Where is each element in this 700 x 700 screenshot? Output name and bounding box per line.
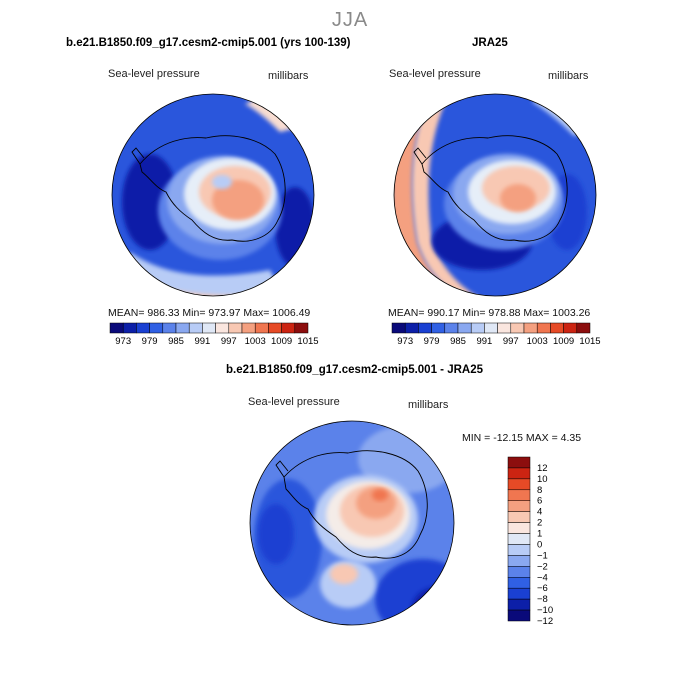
colorbar-jra25-swatch — [391, 322, 406, 334]
colorbar-jra25-tick-label: 1003 — [527, 336, 548, 347]
colorbar-jra25-swatch — [563, 322, 578, 334]
panel-title-difference: b.e21.B1850.f09_g17.cesm2-cmip5.001 - JR… — [226, 364, 483, 376]
colorbar-jra25-tick-label: 985 — [450, 336, 466, 347]
colorbar-jra25: 973 979 985 991 997 1003 1009 1015 — [391, 322, 601, 347]
colorbar-model-swatch — [215, 322, 230, 334]
colorbar-jra25-swatch — [576, 322, 591, 334]
panel-title-model: b.e21.B1850.f09_g17.cesm2-cmip5.001 (yrs… — [66, 37, 351, 49]
colorbar-difference-tick-label: −10 — [537, 605, 553, 616]
colorbar-jra25-tick-label: 1015 — [579, 336, 600, 347]
colorbar-jra25-swatch — [470, 322, 485, 334]
colorbar-model-tick-label: 1009 — [271, 336, 292, 347]
colorbar-model-swatch — [241, 322, 256, 334]
panel-model-stats: MEAN= 986.33 Min= 973.97 Max= 1006.49 — [108, 307, 311, 319]
panel-jra25-unit-label: millibars — [548, 70, 589, 82]
colorbar-jra25-swatch — [497, 322, 512, 334]
panel-difference-unit-label: millibars — [408, 399, 449, 411]
colorbar-model-swatch — [281, 322, 296, 334]
colorbar-difference-swatch — [507, 533, 531, 545]
colorbar-jra25-swatch — [536, 322, 551, 334]
colorbar-difference-tick-label: −8 — [537, 594, 548, 605]
colorbar-model: 973 979 985 991 997 1003 1009 1015 — [109, 322, 319, 347]
colorbar-difference-swatch — [507, 489, 531, 501]
colorbar-difference-swatch — [507, 598, 531, 611]
colorbar-model-tick-label: 997 — [221, 336, 237, 347]
map-model-slp — [111, 93, 315, 297]
colorbar-jra25-tick-label: 979 — [424, 336, 440, 347]
map-jra25-slp — [393, 93, 597, 297]
colorbar-difference-swatch — [507, 478, 531, 491]
colorbar-model-swatch — [122, 322, 137, 334]
colorbar-model-swatch — [254, 322, 269, 334]
colorbar-difference-tick-label: 2 — [537, 518, 542, 529]
colorbar-difference-swatch — [507, 609, 531, 622]
colorbar-model-swatch — [175, 322, 190, 334]
colorbar-difference-tick-label: 6 — [537, 496, 542, 507]
colorbar-model-swatch — [109, 322, 124, 334]
colorbar-jra25-swatch — [404, 322, 419, 334]
colorbar-difference-swatch — [507, 577, 531, 589]
colorbar-difference-swatch — [507, 544, 531, 556]
colorbar-difference-tick-label: −12 — [537, 616, 553, 627]
colorbar-jra25-swatch — [510, 322, 525, 334]
colorbar-difference-tick-label: 8 — [537, 485, 542, 496]
colorbar-model-tick-label: 985 — [168, 336, 184, 347]
panel-difference-stats: MIN = -12.15 MAX = 4.35 — [462, 432, 582, 444]
colorbar-model-swatch — [228, 322, 243, 334]
map-difference-slp — [249, 420, 455, 626]
colorbar-difference-tick-label: −4 — [537, 572, 548, 583]
colorbar-difference-swatch — [507, 500, 531, 512]
colorbar-difference-tick-label: 1 — [537, 529, 542, 540]
colorbar-model-swatch — [188, 322, 203, 334]
colorbar-model-swatch — [136, 322, 150, 334]
colorbar-model-swatch — [149, 322, 164, 334]
colorbar-model-tick-label: 1003 — [245, 336, 266, 347]
colorbar-difference-swatch — [507, 511, 531, 523]
figure-title: JJA — [331, 9, 369, 31]
colorbar-jra25-swatch — [444, 322, 459, 334]
colorbar-jra25-swatch — [523, 322, 538, 334]
colorbar-difference-swatch — [507, 467, 531, 480]
colorbar-model-tick-label: 1015 — [297, 336, 318, 347]
colorbar-model-swatch — [294, 322, 309, 334]
panel-model-unit-label: millibars — [268, 70, 309, 82]
colorbar-difference-tick-label: 10 — [537, 474, 548, 485]
colorbar-model-swatch — [202, 322, 216, 334]
colorbar-jra25-swatch — [457, 322, 472, 334]
panel-jra25-stats: MEAN= 990.17 Min= 978.88 Max= 1003.26 — [388, 307, 591, 319]
colorbar-difference-tick-label: −6 — [537, 583, 548, 594]
colorbar-jra25-tick-label: 973 — [397, 336, 413, 347]
colorbar-jra25-swatch — [418, 322, 432, 334]
colorbar-difference-tick-label: −1 — [537, 550, 548, 561]
colorbar-jra25-tick-label: 1009 — [553, 336, 574, 347]
colorbar-difference-swatch — [507, 555, 531, 567]
colorbar-model-tick-label: 991 — [194, 336, 210, 347]
colorbar-difference-swatch — [507, 587, 531, 600]
panel-jra25-field-label: Sea-level pressure — [389, 68, 481, 80]
colorbar-jra25-tick-label: 997 — [503, 336, 519, 347]
panel-difference-field-label: Sea-level pressure — [248, 396, 340, 408]
colorbar-jra25-swatch — [484, 322, 498, 334]
panel-title-jra25: JRA25 — [472, 37, 508, 49]
colorbar-model-swatch — [268, 322, 282, 334]
colorbar-difference-swatch — [507, 456, 531, 469]
panel-model-field-label: Sea-level pressure — [108, 68, 200, 80]
colorbar-model-tick-label: 979 — [142, 336, 158, 347]
colorbar-jra25-tick-label: 991 — [476, 336, 492, 347]
colorbar-jra25-swatch — [431, 322, 446, 334]
colorbar-difference-tick-label: 4 — [537, 507, 542, 518]
colorbar-difference-tick-label: 0 — [537, 539, 542, 550]
colorbar-difference-tick-label: 12 — [537, 463, 548, 474]
colorbar-difference-swatch — [507, 566, 531, 578]
colorbar-difference-swatch — [507, 522, 531, 534]
colorbar-difference-tick-label: −2 — [537, 561, 548, 572]
colorbar-model-swatch — [162, 322, 177, 334]
colorbar-model-tick-label: 973 — [115, 336, 131, 347]
colorbar-jra25-swatch — [550, 322, 564, 334]
